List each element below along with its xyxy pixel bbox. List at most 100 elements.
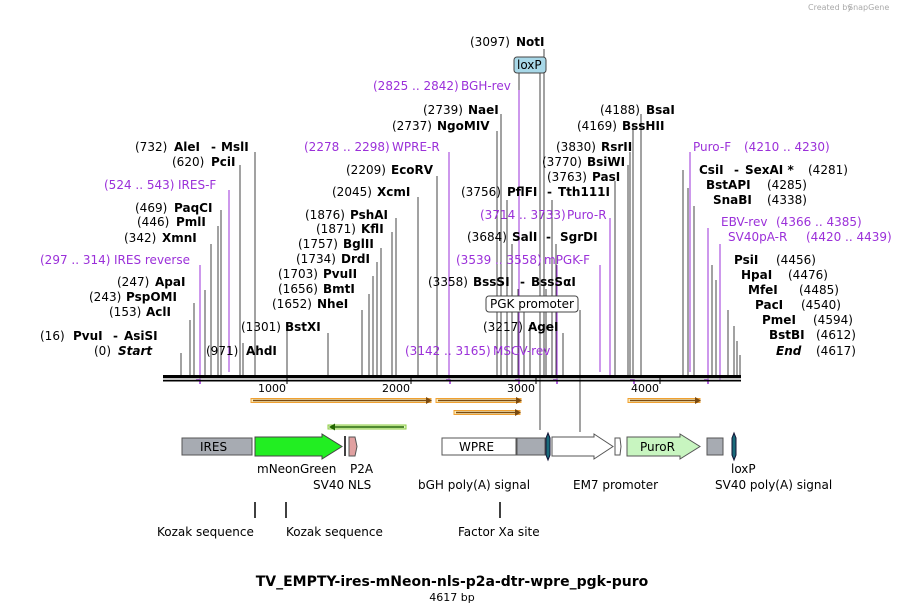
- loxp-bottom-feature: [731, 431, 737, 462]
- site-position: (1757): [298, 237, 338, 251]
- site-name: Start: [118, 344, 153, 358]
- site-position: (3770): [542, 155, 582, 169]
- kozak-label-2: Kozak sequence: [286, 525, 383, 539]
- site-name: PmeI: [762, 313, 796, 327]
- mneongreen-label: mNeonGreen: [257, 462, 336, 476]
- primer-range: (297 .. 314): [40, 253, 110, 267]
- axis-tick-label: 2000: [382, 382, 410, 395]
- loxp-box-label: loxP: [517, 58, 542, 72]
- axis: 1000 2000 3000 4000: [258, 376, 661, 395]
- ires-feature: [181, 437, 253, 456]
- site-name: HpaI: [741, 268, 772, 282]
- site-name: AgeI: [528, 320, 558, 334]
- site-name: PacI: [755, 298, 783, 312]
- ires-label: IRES: [200, 440, 227, 454]
- primer-name: SV40pA-R: [728, 230, 787, 244]
- site-separator: -: [547, 185, 552, 199]
- orf-arrow: [435, 397, 522, 404]
- site-position: (4540): [801, 298, 841, 312]
- site-position: (1871): [316, 222, 356, 236]
- axis-tick-label: 1000: [258, 382, 286, 395]
- site-position: (4285): [767, 178, 807, 192]
- sv40-polya-feature: [706, 437, 724, 456]
- orf-arrow-reverse: [327, 423, 407, 431]
- mid-site-labels: (2209) EcoRV (2045) XcmI (1876) PshAI (1…: [272, 163, 434, 311]
- loxp-top-feature: [545, 431, 551, 462]
- site-position: (4169): [577, 119, 617, 133]
- site-name: BstXI: [285, 320, 321, 334]
- p2a-label: P2A: [350, 462, 374, 476]
- site-separator: -: [734, 163, 739, 177]
- primer-range: (3539 .. 3558): [456, 253, 542, 267]
- loxp-box: loxP: [513, 56, 547, 74]
- pgk-promoter-box: PGK promoter: [485, 295, 579, 313]
- primer-leader-lines: [199, 90, 721, 380]
- site-leader-lines: [180, 49, 741, 432]
- primer-name: EBV-rev: [721, 215, 767, 229]
- center-site-labels: (3097) NotI (2739) NaeI (2737) NgoMIV (3…: [392, 35, 610, 334]
- bgh-polya-feature: [516, 437, 546, 456]
- site-name: End: [776, 344, 802, 358]
- mneongreen-feature: [254, 433, 343, 460]
- site-position: (1301): [241, 320, 281, 334]
- site-position: (243): [89, 290, 121, 304]
- site-name: XmnI: [162, 231, 197, 245]
- kozak-label-1: Kozak sequence: [157, 525, 254, 539]
- site-name: BmtI: [323, 282, 355, 296]
- factor-xa-label: Factor Xa site: [458, 525, 540, 539]
- primer-labels: (524 .. 543) IRES-F (297 .. 314) IRES re…: [40, 79, 892, 358]
- site-position: (1652): [272, 297, 312, 311]
- primer-name: MSCV-rev: [493, 344, 550, 358]
- site-name: AsiSI: [124, 329, 158, 343]
- site-name: RsrII: [601, 140, 632, 154]
- site-name: XcmI: [377, 185, 410, 199]
- site-position: (3830): [556, 140, 596, 154]
- primer-name: BGH-rev: [461, 79, 511, 93]
- site-position: (4612): [816, 328, 856, 342]
- credit-label: Created by: [808, 3, 852, 12]
- site-position: (4594): [813, 313, 853, 327]
- sequence-backbone: [163, 375, 741, 382]
- site-name: EcoRV: [391, 163, 434, 177]
- site-position: (2739): [423, 103, 463, 117]
- site-position: (732): [135, 140, 167, 154]
- wpre-feature: [441, 437, 517, 456]
- site-name: AhdI: [246, 344, 277, 358]
- pgk-promoter-feature: [551, 433, 614, 460]
- axis-tick-label: 4000: [631, 382, 659, 395]
- primer-range: (4366 .. 4385): [776, 215, 862, 229]
- site-position: (3217): [483, 320, 523, 334]
- map-length: 4617 bp: [429, 591, 474, 604]
- site-separator: -: [546, 230, 551, 244]
- site-position: (342): [124, 231, 156, 245]
- site-name: NgoMIV: [437, 119, 490, 133]
- site-position: (3684): [467, 230, 507, 244]
- site-position: (971): [206, 344, 238, 358]
- orf-arrow: [627, 397, 701, 404]
- site-name: PshAI: [350, 208, 388, 222]
- site-position: (1734): [296, 252, 336, 266]
- primer-name: Puro-F: [693, 140, 731, 154]
- site-position: (4188): [600, 103, 640, 117]
- site-position: (4476): [788, 268, 828, 282]
- orf-arrow: [453, 409, 521, 416]
- site-position: (3756): [461, 185, 501, 199]
- site-name: PsiI: [734, 253, 758, 267]
- site-position: (620): [172, 155, 204, 169]
- site-name: MfeI: [748, 283, 778, 297]
- features: IRES WPRE PuroR: [181, 431, 737, 462]
- primer-range: (3142 .. 3165): [405, 344, 491, 358]
- site-name: ApaI: [155, 275, 185, 289]
- primer-name: mPGK-F: [544, 253, 590, 267]
- site-position: (4338): [767, 193, 807, 207]
- site-position: (0): [94, 344, 111, 358]
- site-position: (1703): [278, 267, 318, 281]
- primer-range: (4210 .. 4230): [744, 140, 830, 154]
- site-name: PciI: [211, 155, 236, 169]
- orf-arrow: [250, 397, 432, 404]
- site-position: (3763): [547, 170, 587, 184]
- site-name: DrdI: [341, 252, 370, 266]
- site-name: PflFI: [507, 185, 537, 199]
- site-name: PvuI: [73, 329, 103, 343]
- primer-name: WPRE-R: [392, 140, 440, 154]
